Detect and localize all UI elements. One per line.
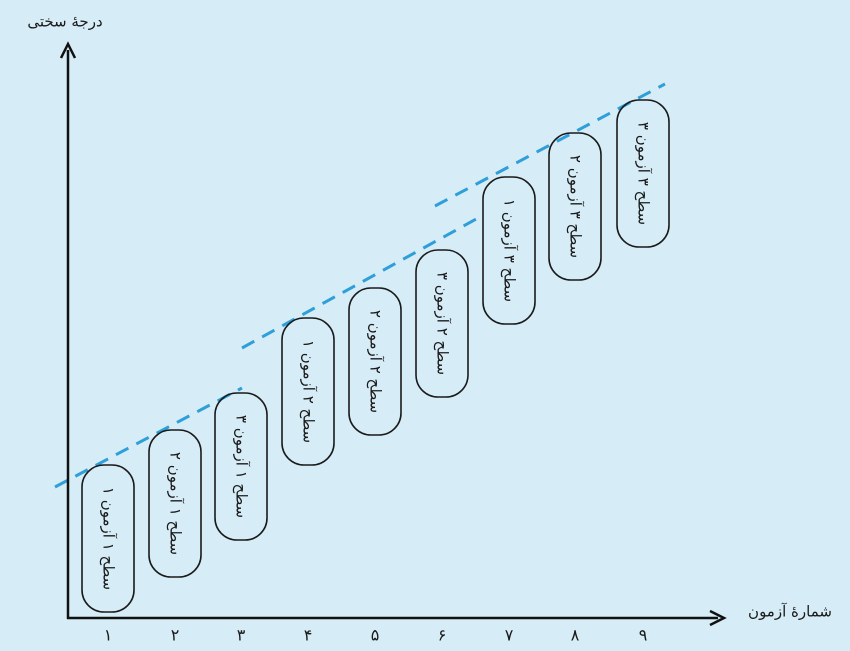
box-label: سطح ۲ آزمون ۱ bbox=[300, 340, 318, 443]
y-arrow bbox=[59, 41, 77, 59]
x-tick-label: ۷ bbox=[505, 626, 514, 645]
box-outline bbox=[214, 392, 268, 541]
x-tick-label: ۳ bbox=[237, 626, 246, 645]
box-outline bbox=[616, 99, 670, 248]
box-outline bbox=[148, 429, 202, 578]
box-label: سطح ۲ آزمون ۳ bbox=[434, 272, 452, 375]
box-outline bbox=[81, 464, 135, 613]
level-box: سطح ۳ آزمون ۲ bbox=[548, 132, 602, 281]
level-box: سطح ۲ آزمون ۱ bbox=[281, 317, 335, 466]
level-box: سطح ۳ آزمون ۱ bbox=[482, 176, 536, 325]
level-box: سطح ۱ آزمون ۲ bbox=[148, 429, 202, 578]
box-label: سطح ۱ آزمون ۳ bbox=[233, 415, 251, 518]
box-label: سطح ۲ آزمون ۲ bbox=[367, 310, 385, 413]
x-arrow bbox=[709, 609, 727, 627]
x-axis-label: شمارهٔ آزمون bbox=[748, 603, 832, 621]
x-tick-label: ۶ bbox=[438, 626, 447, 645]
box-label: سطح ۳ آزمون ۳ bbox=[635, 122, 653, 225]
box-outline bbox=[548, 132, 602, 281]
box-outline bbox=[482, 176, 536, 325]
box-label: سطح ۱ آزمون ۲ bbox=[167, 452, 185, 555]
box-outline bbox=[281, 317, 335, 466]
box-label: سطح ۱ آزمون ۱ bbox=[100, 487, 118, 590]
trend-line bbox=[54, 386, 243, 489]
x-tick-label: ۲ bbox=[171, 626, 180, 645]
box-outline bbox=[415, 249, 469, 398]
level-box: سطح ۱ آزمون ۱ bbox=[81, 464, 135, 613]
box-label: سطح ۳ آزمون ۲ bbox=[567, 155, 585, 258]
x-tick-label: ۵ bbox=[371, 626, 380, 645]
level-box: سطح ۳ آزمون ۳ bbox=[616, 99, 670, 248]
y-axis-label: درجهٔ سختی bbox=[27, 13, 102, 31]
axes bbox=[59, 41, 727, 627]
box-outline bbox=[348, 287, 402, 436]
x-tick-label: ۹ bbox=[639, 626, 648, 645]
x-tick-label: ۴ bbox=[304, 626, 313, 645]
level-box: سطح ۲ آزمون ۲ bbox=[348, 287, 402, 436]
x-tick-label: ۸ bbox=[571, 626, 580, 645]
content: ۱ ۲ ۳ ۴ ۵ ۶ ۷ ۸ ۹ سطح ۱ آزمون ۱ سطح ۱ آزمون ۲ سطح ۱… bbox=[81, 99, 670, 645]
x-tick-label: ۱ bbox=[104, 626, 113, 645]
level-box: سطح ۱ آزمون ۳ bbox=[214, 392, 268, 541]
box-label: سطح ۳ آزمون ۱ bbox=[501, 199, 519, 302]
level-box: سطح ۲ آزمون ۳ bbox=[415, 249, 469, 398]
